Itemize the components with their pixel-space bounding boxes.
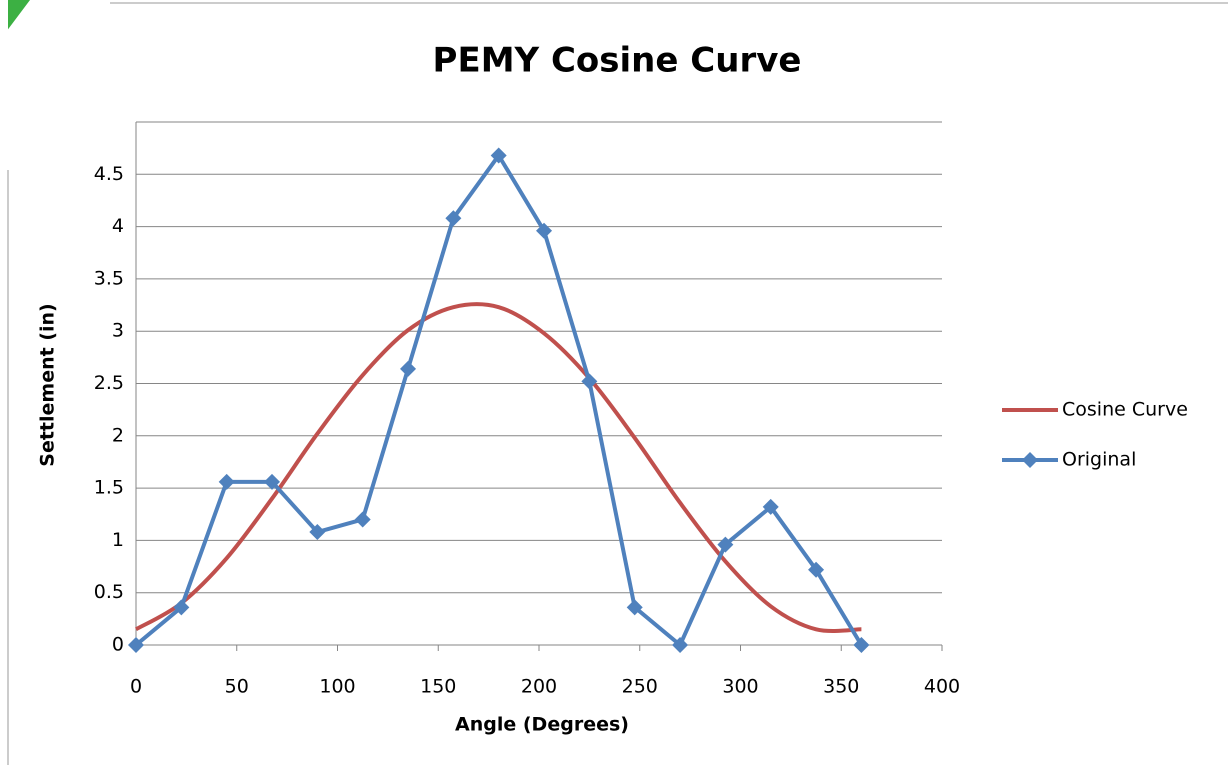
marker	[490, 147, 507, 164]
marker	[717, 536, 734, 553]
legend-label: Cosine Curve	[1062, 399, 1188, 421]
series-line	[135, 302, 862, 633]
y-tick-label: 1.5	[94, 477, 124, 499]
y-tick-label: 1	[112, 529, 124, 551]
marker	[853, 637, 870, 653]
marker	[672, 637, 689, 653]
marker	[354, 511, 371, 528]
x-tick-label: 50	[225, 676, 249, 698]
marker	[536, 222, 553, 239]
marker	[173, 599, 190, 616]
marker	[218, 473, 235, 490]
y-tick-label: 4.5	[94, 163, 124, 185]
x-tick-label: 0	[130, 676, 142, 698]
marker	[581, 373, 598, 390]
marker	[626, 599, 643, 616]
chart-title: PEMY Cosine Curve	[433, 41, 802, 81]
marker	[808, 561, 825, 578]
y-tick-label: 0	[112, 634, 124, 656]
y-tick-label: 2.5	[94, 372, 124, 394]
y-tick-label: 2	[112, 424, 124, 446]
x-tick-label: 300	[722, 676, 758, 698]
y-tick-label: 4	[112, 215, 124, 237]
legend-marker	[1022, 452, 1038, 468]
series-line	[134, 153, 864, 647]
marker	[445, 210, 462, 227]
marker	[128, 637, 144, 653]
y-tick-label: 3.5	[94, 267, 124, 289]
marker	[762, 498, 779, 515]
y-axis-title: Settlement (in)	[37, 303, 59, 466]
x-tick-label: 400	[924, 676, 960, 698]
y-tick-label: 0.5	[94, 581, 124, 603]
frame-gap	[0, 0, 8, 160]
x-tick-label: 150	[420, 676, 456, 698]
legend-label: Original	[1062, 449, 1136, 471]
x-tick-label: 350	[823, 676, 859, 698]
x-axis-title: Angle (Degrees)	[455, 714, 629, 736]
y-tick-label: 3	[112, 320, 124, 342]
x-tick-label: 200	[521, 676, 557, 698]
x-tick-label: 250	[622, 676, 658, 698]
x-tick-label: 100	[319, 676, 355, 698]
marker	[309, 524, 326, 541]
marker	[400, 360, 417, 377]
marker	[264, 473, 281, 490]
